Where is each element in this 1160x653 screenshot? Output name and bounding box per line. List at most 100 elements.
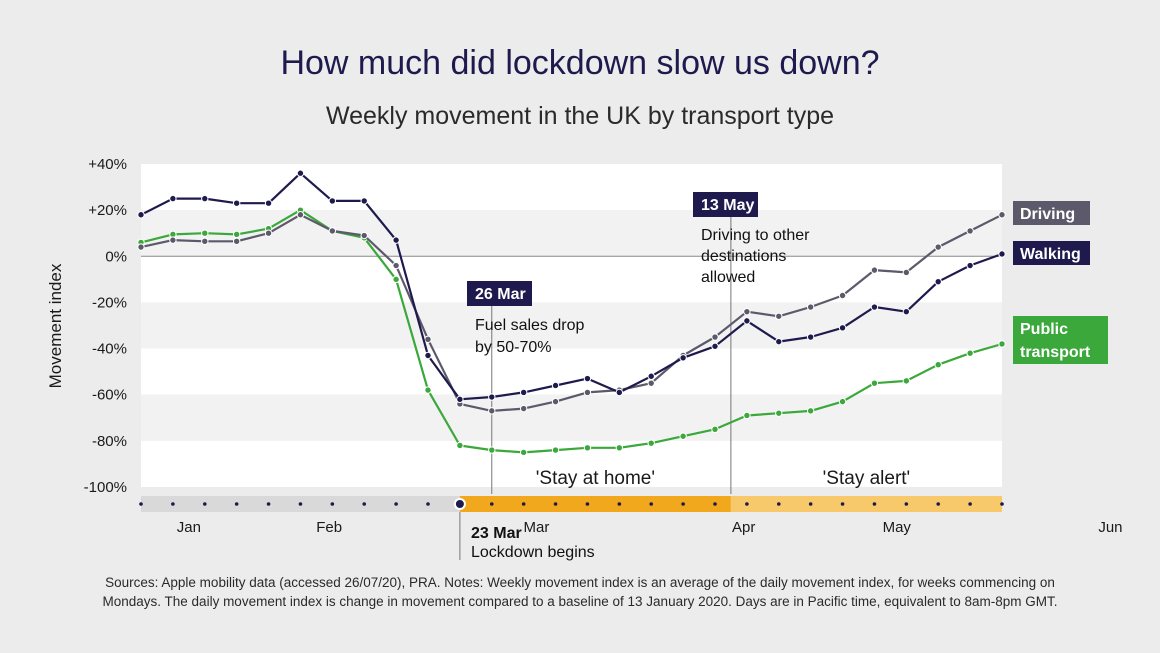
data-point-walking	[169, 194, 177, 203]
y-tick-label: +20%	[88, 202, 127, 219]
data-point-walking	[838, 324, 847, 332]
phase-bar-week-dot	[872, 502, 877, 506]
annotation-13-may-badge	[693, 192, 758, 217]
data-point-walking	[360, 197, 368, 205]
data-point-walking	[934, 277, 942, 286]
data-point-walking	[583, 374, 592, 383]
data-point-walking	[743, 317, 751, 325]
data-point-public_transport	[232, 230, 241, 239]
phase-label-stay-at-home: 'Stay at home'	[536, 468, 655, 489]
legend-label-walking: Walking	[1020, 246, 1081, 263]
plot-band	[141, 256, 1002, 303]
phase-bar-week-dot	[521, 502, 526, 506]
y-tick-label: 0%	[105, 248, 127, 265]
data-point-walking	[201, 194, 209, 203]
phase-bar-week-dot	[553, 502, 558, 506]
data-point-public_transport	[966, 349, 974, 357]
data-point-driving	[647, 379, 655, 387]
phase-label-stay-alert: 'Stay alert'	[823, 468, 911, 489]
annotation-26-mar-text: Fuel sales drop	[475, 317, 584, 334]
annotation-26-mar-badge-label: 26 Mar	[475, 286, 526, 303]
phase-bar-week-dot	[362, 502, 367, 506]
phase-bar-week-dot	[585, 502, 590, 506]
data-point-walking	[296, 169, 305, 177]
phase-bar-week-dot	[139, 502, 143, 506]
data-point-public_transport	[998, 340, 1006, 348]
data-point-public_transport	[775, 409, 783, 417]
data-point-public_transport	[551, 446, 560, 454]
plot-band	[141, 302, 1002, 349]
legend-box-driving	[1013, 201, 1090, 225]
data-point-driving	[711, 333, 719, 341]
data-point-driving	[392, 261, 400, 270]
data-point-public_transport	[870, 379, 879, 387]
lockdown-marker	[453, 498, 466, 510]
legend-box-walking	[1013, 241, 1090, 265]
legend-label-driving: Driving	[1020, 206, 1075, 223]
phase-bar-week-dot	[394, 502, 398, 506]
data-point-driving	[806, 303, 815, 311]
data-point-driving	[424, 335, 432, 344]
data-point-public_transport	[519, 448, 528, 457]
data-point-driving	[775, 312, 783, 320]
phase-bar-stay-alert	[730, 496, 1002, 512]
plot-band	[141, 394, 1002, 441]
data-point-walking	[711, 342, 719, 350]
data-point-driving	[169, 236, 177, 244]
legend-label-public_transport: Public	[1020, 321, 1068, 338]
data-point-driving	[743, 307, 751, 316]
data-point-walking	[137, 211, 145, 219]
annotation-26-mar-badge	[467, 281, 532, 306]
data-point-walking	[902, 307, 911, 316]
data-point-driving	[838, 291, 847, 300]
phase-bar-week-dot	[617, 502, 622, 506]
y-tick-label: -60%	[92, 387, 127, 404]
x-month-label: Jun	[1098, 519, 1122, 536]
series-line-walking	[140, 172, 1003, 401]
data-point-public_transport	[456, 441, 464, 450]
x-month-label: May	[883, 519, 912, 536]
data-point-driving	[232, 237, 241, 245]
data-point-walking	[456, 395, 464, 404]
data-point-driving	[519, 404, 528, 413]
y-tick-label: -100%	[84, 479, 127, 496]
data-point-driving	[998, 211, 1006, 219]
legend-label-public_transport: transport	[1020, 344, 1091, 361]
data-point-public_transport	[647, 439, 655, 447]
plot-band	[141, 348, 1002, 395]
x-month-label: Jan	[177, 519, 201, 536]
x-month-label: Feb	[316, 519, 342, 536]
data-point-public_transport	[806, 407, 815, 415]
data-point-driving	[201, 237, 209, 245]
data-point-driving	[583, 388, 592, 397]
phase-bar-week-dot	[936, 502, 941, 506]
phase-bar-week-dot	[904, 502, 909, 506]
phase-bar-week-dot	[266, 502, 271, 506]
data-point-walking	[966, 261, 974, 270]
annotation-13-may-text: allowed	[701, 269, 755, 286]
data-point-public_transport	[679, 432, 687, 440]
phase-bar-week-dot	[649, 502, 654, 506]
data-point-driving	[934, 243, 942, 251]
data-point-public_transport	[838, 397, 847, 406]
y-tick-label: -20%	[92, 294, 127, 311]
data-point-driving	[360, 231, 368, 240]
data-point-driving	[296, 211, 305, 219]
phase-bar-week-dot	[776, 502, 781, 506]
data-point-driving	[966, 227, 974, 235]
phase-bar-week-dot	[745, 502, 749, 506]
data-point-public_transport	[392, 275, 400, 284]
data-point-walking	[519, 388, 528, 397]
phase-bar-week-dot	[234, 502, 239, 506]
data-point-driving	[902, 268, 911, 277]
data-point-driving	[551, 397, 560, 406]
source-note: Mondays. The daily movement index is cha…	[103, 594, 1058, 609]
data-point-walking	[232, 199, 241, 207]
data-point-walking	[647, 372, 655, 380]
data-point-walking	[679, 354, 687, 362]
data-point-driving	[488, 407, 496, 415]
x-month-label: Mar	[524, 519, 550, 536]
annotation-13-may-badge-label: 13 May	[701, 197, 754, 214]
phase-bar-week-dot	[840, 502, 845, 506]
